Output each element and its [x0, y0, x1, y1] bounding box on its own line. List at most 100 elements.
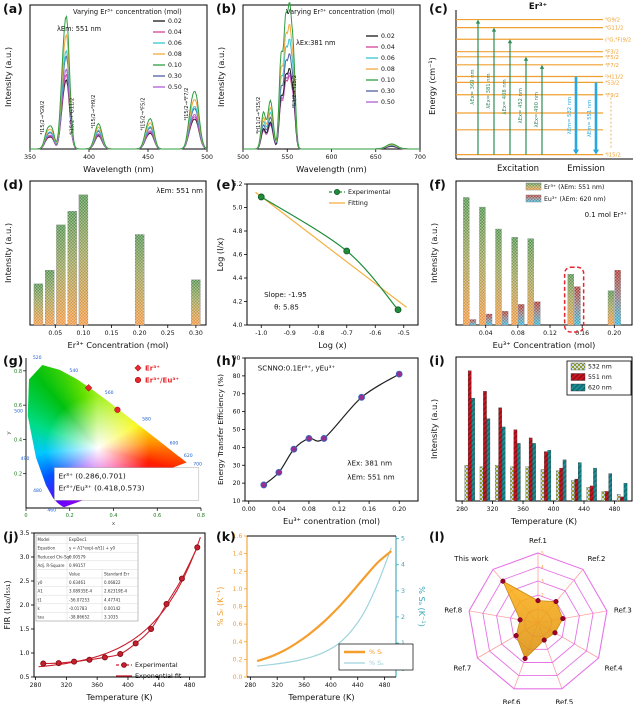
svg-text:0.8: 0.8 — [233, 604, 243, 611]
svg-text:⁴S3/2→⁴I15/2: ⁴S3/2→⁴I15/2 — [292, 75, 298, 108]
panel-a-label: (a) — [3, 1, 23, 16]
svg-text:Ref.7: Ref.7 — [453, 664, 471, 673]
svg-text:70: 70 — [233, 391, 241, 398]
panel-l: (l) 1 2 3 4 5 Ref.1 Ref.2 Ref.3 Ref.4 Ref.5 Ref.6 R… — [426, 528, 639, 704]
svg-text:⁴G9/2: ⁴G9/2 — [605, 17, 620, 24]
svg-text:0.06: 0.06 — [381, 55, 395, 62]
svg-text:0.06: 0.06 — [168, 40, 182, 47]
svg-text:0.1 mol Er³⁺: 0.1 mol Er³⁺ — [585, 211, 628, 219]
svg-text:Emission: Emission — [567, 164, 605, 174]
panel-d-label: (d) — [3, 177, 24, 192]
svg-text:λEx= 408 nm: λEx= 408 nm — [502, 79, 508, 114]
svg-text:4.0: 4.0 — [233, 322, 243, 329]
svg-text:ExpDec1: ExpDec1 — [69, 537, 87, 542]
svg-text:Energy (cm⁻¹): Energy (cm⁻¹) — [427, 57, 437, 115]
panel-e-label: (e) — [216, 177, 236, 192]
svg-text:620: 620 — [184, 453, 193, 459]
svg-text:50: 50 — [233, 427, 241, 434]
svg-text:Standard Err: Standard Err — [104, 572, 130, 577]
svg-text:k: k — [38, 606, 41, 611]
svg-text:0.05: 0.05 — [48, 330, 62, 337]
svg-text:3.1035: 3.1035 — [104, 615, 118, 620]
svg-text:4: 4 — [401, 562, 405, 569]
svg-text:0.08: 0.08 — [302, 506, 316, 513]
svg-text:490: 490 — [21, 456, 30, 462]
svg-text:0.50: 0.50 — [168, 84, 182, 91]
svg-text:1.0: 1.0 — [233, 586, 243, 593]
svg-text:⁴I15/2→⁴F7/2: ⁴I15/2→⁴F7/2 — [184, 87, 190, 120]
svg-text:-0.7: -0.7 — [341, 330, 353, 337]
svg-text:0.08: 0.08 — [511, 330, 525, 337]
panel-h-chart: 0.00 0.04 0.08 0.12 0.16 0.20 10 20 30 40 50 60 70 80… — [216, 355, 419, 526]
svg-text:Slope: -1.95: Slope: -1.95 — [264, 290, 307, 299]
svg-text:0.08: 0.08 — [381, 66, 395, 73]
svg-text:0.00: 0.00 — [242, 506, 256, 513]
svg-text:0.6: 0.6 — [153, 513, 161, 519]
svg-text:(²G,⁴F)9/2: (²G,⁴F)9/2 — [605, 36, 631, 43]
svg-text:700: 700 — [414, 154, 426, 161]
svg-text:440: 440 — [578, 506, 590, 513]
svg-text:400: 400 — [325, 682, 337, 689]
svg-text:0.4: 0.4 — [14, 437, 22, 443]
svg-text:3.0: 3.0 — [20, 554, 30, 561]
svg-text:⁴F3/2: ⁴F3/2 — [605, 49, 619, 56]
panel-d: (d) 0.05 0.10 0.15 0.20 0.25 0.30 Er³⁺ Concent… — [0, 176, 213, 352]
svg-text:λEx= 369 nm: λEx= 369 nm — [470, 69, 476, 104]
svg-text:tau: tau — [38, 615, 45, 620]
svg-text:0.30: 0.30 — [381, 88, 395, 95]
svg-text:0.16: 0.16 — [575, 330, 589, 337]
svg-text:0.15: 0.15 — [105, 330, 119, 337]
svg-text:0.8: 0.8 — [14, 369, 22, 375]
svg-text:Model: Model — [38, 537, 50, 542]
svg-text:4.2: 4.2 — [233, 299, 243, 306]
svg-text:0.20: 0.20 — [133, 330, 147, 337]
svg-text:1: 1 — [541, 607, 544, 613]
panel-b-label: (b) — [216, 1, 237, 16]
svg-text:350: 350 — [24, 154, 36, 161]
svg-text:Adj. R-Square: Adj. R-Square — [38, 563, 66, 568]
svg-text:⁴F9/2: ⁴F9/2 — [605, 92, 619, 99]
svg-text:360: 360 — [517, 506, 529, 513]
panel-k-label: (k) — [216, 529, 236, 544]
svg-text:0.04: 0.04 — [381, 44, 395, 51]
svg-text:0.00142: 0.00142 — [104, 606, 121, 611]
svg-text:0.04: 0.04 — [272, 506, 286, 513]
svg-text:450: 450 — [142, 154, 154, 161]
svg-text:30: 30 — [233, 462, 241, 469]
panel-a: (a) 350 400 450 500 Wavelength (nm) Intensity… — [0, 0, 213, 176]
svg-text:650: 650 — [370, 154, 382, 161]
svg-text:⁴I15/2→⁴G9/2: ⁴I15/2→⁴G9/2 — [40, 101, 46, 135]
panel-i-label: (i) — [429, 353, 445, 368]
svg-text:0.08: 0.08 — [168, 51, 182, 58]
svg-text:λEm: 551 nm: λEm: 551 nm — [57, 25, 101, 33]
svg-text:-38.86652: -38.86652 — [69, 615, 90, 620]
svg-text:% Sₐ: % Sₐ — [369, 659, 384, 667]
svg-text:600: 600 — [170, 440, 179, 446]
svg-text:Temperature (K): Temperature (K) — [85, 692, 152, 702]
svg-text:Varying Er³⁺ concentration (mo: Varying Er³⁺ concentration (mol) — [286, 8, 395, 16]
panel-j-chart: 280 320 360 400 440 480 0.5 1.0 1.5 2.0 2.5 3.0 3.5 T… — [2, 530, 206, 702]
svg-text:-0.8: -0.8 — [312, 330, 324, 337]
svg-text:0: 0 — [24, 513, 27, 519]
svg-text:0.6: 0.6 — [14, 403, 22, 409]
svg-text:λEx:381 nm: λEx:381 nm — [296, 39, 335, 47]
svg-text:2.5: 2.5 — [20, 578, 30, 585]
svg-text:320: 320 — [271, 682, 283, 689]
svg-text:280: 280 — [456, 506, 468, 513]
svg-text:Wavelength (nm): Wavelength (nm) — [296, 164, 367, 174]
panel-i-chart: 280 320 360 400 440 480 Temperature (K) Intensi… — [429, 356, 633, 526]
panel-b-chart: 500 550 600 650 700 Wavelength (nm) Intensity … — [216, 2, 426, 174]
svg-text:⁴I15/2→²H9/2: ⁴I15/2→²H9/2 — [91, 95, 97, 129]
svg-text:1.5: 1.5 — [20, 626, 30, 633]
svg-text:1.6: 1.6 — [233, 533, 243, 540]
svg-text:532 nm: 532 nm — [588, 364, 612, 371]
svg-text:0.99157: 0.99157 — [69, 563, 86, 568]
svg-text:1.2: 1.2 — [233, 568, 243, 575]
panel-l-chart: 1 2 3 4 5 Ref.1 Ref.2 Ref.3 Ref.4 Ref.5 Ref.6 Ref.7… — [444, 536, 632, 704]
svg-text:5: 5 — [401, 536, 405, 543]
svg-text:0.20: 0.20 — [607, 330, 621, 337]
svg-text:⁴S3/2: ⁴S3/2 — [605, 79, 619, 86]
panel-g: (g) 0 0.2 0.4 0.6 0.8 0.2 0.4 0.6 0.8 x y 520 540 560… — [0, 352, 213, 528]
svg-text:-0.9: -0.9 — [284, 330, 296, 337]
svg-text:Eu³⁺ conentration (mol): Eu³⁺ conentration (mol) — [283, 516, 380, 526]
